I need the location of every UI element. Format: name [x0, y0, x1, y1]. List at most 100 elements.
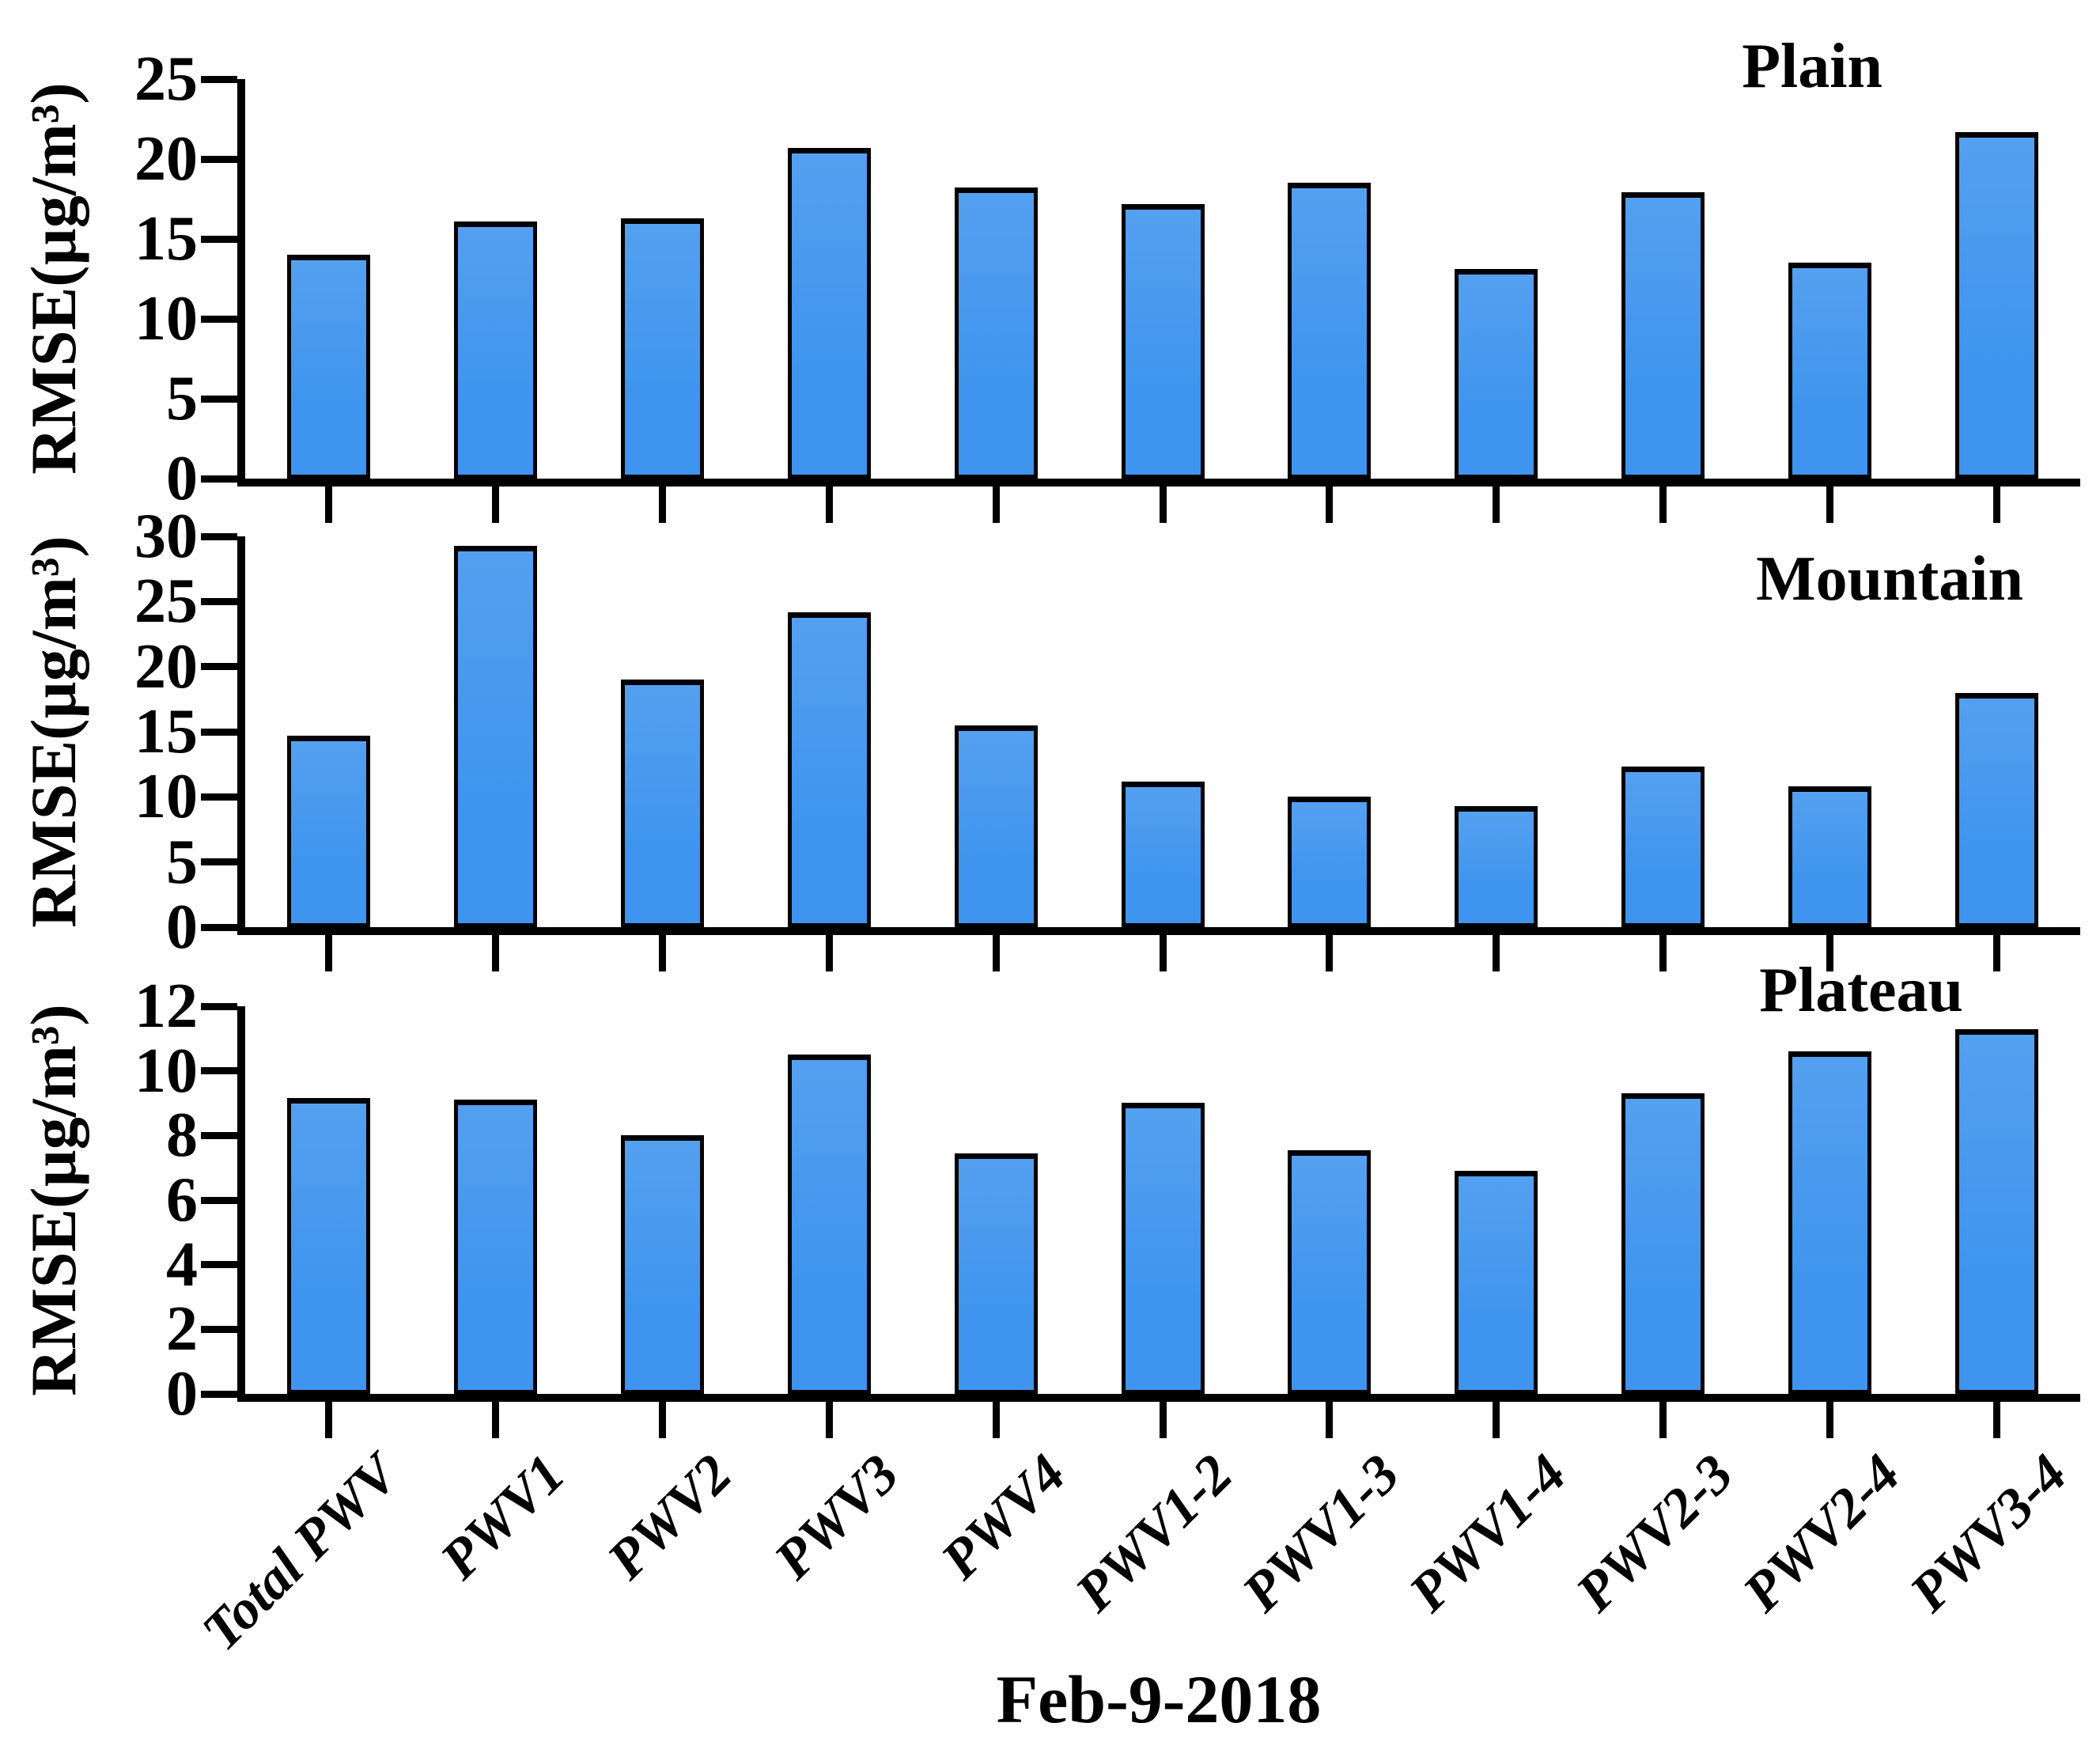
y-tick — [201, 1390, 237, 1398]
bar-plateau-pwv2-4 — [1788, 1051, 1872, 1394]
bar-mountain-total-pwv — [286, 736, 370, 927]
bar-plain-pwv3-4 — [1955, 132, 2039, 479]
x-tick — [992, 487, 1000, 523]
y-tick — [201, 155, 237, 163]
bar-plain-pwv1-3 — [1288, 183, 1372, 479]
y-tick — [201, 1002, 237, 1010]
y-tick-label: 30 — [134, 502, 198, 571]
y-tick-label: 25 — [134, 44, 198, 114]
bar-mountain-pwv3-4 — [1955, 693, 2039, 927]
y-tick-label: 5 — [166, 827, 198, 897]
x-tick — [1493, 487, 1500, 523]
y-tick-label: 10 — [134, 1036, 198, 1106]
x-category-label: PWV1 — [429, 1443, 577, 1592]
y-tick-label: 4 — [166, 1229, 198, 1300]
x-tick — [1159, 1402, 1167, 1438]
x-tick — [1326, 1402, 1334, 1438]
bar-plateau-pwv4 — [954, 1153, 1038, 1394]
bar-plain-pwv1 — [453, 222, 537, 479]
panel-title-plain: Plain — [1742, 32, 1882, 101]
plot-area-plain: Plain — [237, 33, 2080, 487]
x-tick — [658, 487, 666, 523]
bar-plain-total-pwv — [286, 255, 370, 479]
x-category-label: PWV2-4 — [1731, 1443, 1912, 1624]
y-tick-label: 25 — [134, 566, 198, 637]
y-tick — [201, 728, 237, 736]
x-tick — [1659, 935, 1667, 971]
bar-plateau-total-pwv — [286, 1098, 370, 1394]
bar-plateau-pwv3 — [787, 1055, 871, 1394]
y-tick-label: 10 — [134, 284, 198, 354]
bar-plain-pwv2-4 — [1788, 263, 1872, 479]
x-tick — [324, 487, 332, 523]
y-tick — [201, 475, 237, 483]
x-tick — [491, 1402, 499, 1438]
x-tick — [1993, 935, 2001, 971]
x-tick — [324, 935, 332, 971]
y-tick-label: 0 — [166, 892, 198, 962]
y-tick-label: 20 — [134, 124, 198, 194]
y-tick — [201, 663, 237, 671]
bar-plain-pwv4 — [954, 187, 1038, 479]
x-category-label: PWV1-4 — [1398, 1443, 1578, 1624]
x-category-label: PWV1-3 — [1231, 1443, 1411, 1624]
x-tick — [1659, 487, 1667, 523]
y-tick-label: 15 — [134, 204, 198, 274]
bar-mountain-pwv1-2 — [1121, 782, 1205, 927]
x-tick — [992, 1402, 1000, 1438]
bar-mountain-pwv3 — [787, 612, 871, 927]
y-tick-label: 5 — [166, 364, 198, 434]
x-tick — [1826, 1402, 1834, 1438]
y-tick-label: 6 — [166, 1165, 198, 1235]
bar-mountain-pwv2-3 — [1621, 767, 1705, 927]
y-tick — [201, 532, 237, 540]
y-tick — [201, 235, 237, 243]
y-tick — [201, 923, 237, 931]
y-tick — [201, 597, 237, 605]
y-tick — [201, 793, 237, 801]
y-tick-label: 20 — [134, 631, 198, 702]
bar-plateau-pwv1-4 — [1455, 1171, 1538, 1394]
bar-mountain-pwv2 — [620, 680, 704, 927]
y-tick-label: 0 — [166, 1359, 198, 1429]
y-tick — [201, 1196, 237, 1204]
y-tick-label: 15 — [134, 697, 198, 767]
x-category-label: PWV4 — [929, 1443, 1078, 1592]
bar-plateau-pwv2 — [620, 1135, 704, 1394]
bar-plateau-pwv2-3 — [1621, 1093, 1705, 1394]
x-category-label: PWV3-4 — [1898, 1443, 2079, 1624]
x-category-label: PWV2-3 — [1565, 1443, 1745, 1624]
plot-area-mountain: Mountain — [237, 536, 2080, 935]
x-tick — [1159, 935, 1167, 971]
x-tick — [1493, 1402, 1500, 1438]
x-tick — [491, 487, 499, 523]
panel-title-plateau: Plateau — [1759, 956, 1963, 1025]
x-tick — [1826, 935, 1834, 971]
y-tick — [201, 1325, 237, 1333]
y-tick — [201, 1261, 237, 1269]
y-tick-label: 2 — [166, 1294, 198, 1365]
y-tick-label: 0 — [166, 444, 198, 513]
x-tick — [658, 935, 666, 971]
y-tick — [201, 395, 237, 403]
y-tick — [201, 858, 237, 866]
x-tick — [1993, 487, 2001, 523]
x-tick — [1326, 935, 1334, 971]
x-category-label: PWV1-2 — [1064, 1443, 1245, 1624]
x-tick — [1659, 1402, 1667, 1438]
plot-area-plateau: Plateau — [237, 957, 2080, 1402]
y-tick — [201, 1131, 237, 1139]
x-tick — [825, 935, 833, 971]
x-tick — [491, 935, 499, 971]
bar-plain-pwv2-3 — [1621, 192, 1705, 479]
x-category-label: PWV2 — [596, 1443, 744, 1592]
x-category-label: Total PWV — [191, 1443, 411, 1663]
bar-plateau-pwv3-4 — [1955, 1029, 2039, 1394]
bar-mountain-pwv1-3 — [1288, 797, 1372, 927]
x-tick — [992, 935, 1000, 971]
x-tick — [324, 1402, 332, 1438]
x-tick — [825, 1402, 833, 1438]
x-category-label: PWV3 — [762, 1443, 911, 1592]
bar-mountain-pwv2-4 — [1788, 786, 1872, 927]
